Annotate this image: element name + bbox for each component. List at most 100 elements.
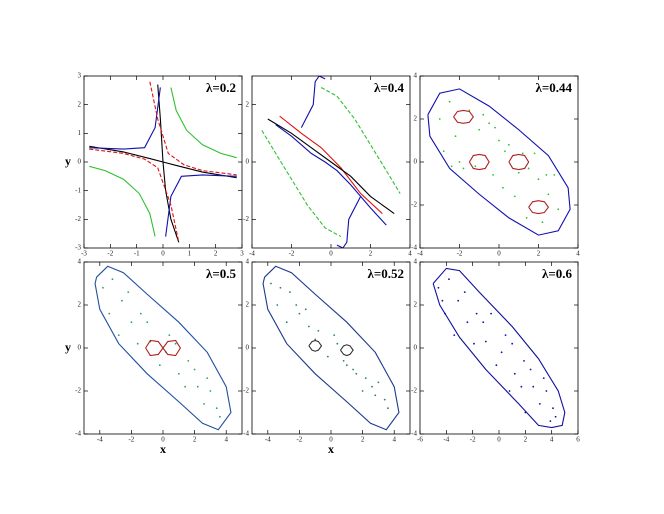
y-tick-label: 0 (78, 344, 82, 352)
point (475, 312, 478, 315)
point (517, 171, 520, 174)
y-tick-label: -4 (243, 430, 249, 438)
x-tick-label: -2 (128, 436, 134, 444)
x-tick-label: -2 (470, 436, 476, 444)
y-tick-label: 4 (246, 258, 250, 266)
curve (453, 109, 475, 124)
y-tick-label: -3 (75, 244, 81, 252)
point (383, 398, 386, 401)
point (304, 308, 307, 311)
x-tick-label: -6 (417, 436, 423, 444)
curve (432, 267, 566, 429)
curve (275, 124, 387, 226)
y-tick-label: 2 (246, 100, 250, 108)
y-tick-label: 4 (78, 258, 82, 266)
point (492, 174, 494, 176)
point (462, 167, 465, 170)
curve (427, 88, 571, 236)
curve (145, 339, 182, 357)
curve (528, 200, 550, 215)
panel: -3 -2 -1 0 1 2 3 -3 -2 -1 0 1 2 3 λ=0.2 y (65, 72, 244, 258)
point (554, 415, 557, 418)
plot-area (432, 267, 566, 429)
point (458, 161, 461, 163)
point (454, 135, 457, 138)
point (448, 278, 450, 281)
curve (279, 115, 383, 215)
point (549, 420, 552, 422)
x-tick-label: 2 (214, 250, 218, 258)
point (494, 126, 496, 129)
point (342, 360, 345, 362)
point (453, 334, 456, 336)
y-tick-label: 0 (414, 344, 418, 352)
point (355, 372, 358, 375)
point (196, 385, 199, 388)
point (136, 342, 139, 345)
x-tick-label: 0 (329, 250, 333, 258)
point (508, 390, 511, 392)
x-tick-label: 4 (392, 436, 396, 444)
x-tick-label: -3 (81, 250, 87, 258)
y-tick-label: 2 (78, 100, 82, 108)
panel: -4 -2 0 2 4 -4 -2 0 2 4 λ=0.52 x (243, 258, 411, 456)
y-tick-label: -2 (75, 215, 81, 223)
y-axis-label: y (65, 154, 71, 168)
point (146, 321, 149, 324)
point (374, 394, 377, 397)
curve (170, 87, 237, 159)
point (545, 390, 548, 392)
x-axis-label: x (160, 442, 166, 456)
panel-title: λ=0.52 (367, 266, 404, 281)
curve (157, 84, 180, 243)
x-tick-label: 2 (369, 250, 373, 258)
curve (89, 148, 180, 243)
panel-title: λ=0.4 (374, 80, 405, 95)
point (177, 372, 180, 375)
point (482, 321, 485, 324)
point (130, 321, 133, 324)
point (463, 291, 466, 293)
point (474, 165, 477, 168)
x-tick-label: -2 (457, 250, 463, 258)
y-tick-label: 0 (246, 158, 250, 166)
x-tick-label: -2 (107, 250, 113, 258)
point (448, 100, 451, 103)
curve (308, 339, 323, 352)
point (206, 377, 209, 379)
point (507, 143, 510, 146)
y-tick-label: 4 (414, 258, 418, 266)
y-tick-label: 0 (414, 158, 418, 166)
point (218, 415, 221, 418)
point (361, 390, 364, 392)
y-axis-label: y (65, 340, 71, 354)
point (102, 286, 104, 289)
x-tick-label: -4 (97, 436, 103, 444)
point (437, 286, 440, 289)
y-tick-label: -2 (243, 387, 249, 395)
point (345, 364, 348, 367)
plot-area (89, 81, 237, 243)
x-tick-label: 2 (524, 436, 528, 444)
point (441, 299, 444, 302)
point (484, 340, 487, 343)
panel-title: λ=0.5 (206, 266, 237, 281)
plot-area (427, 88, 571, 236)
y-tick-label: 0 (246, 344, 250, 352)
point (513, 372, 516, 375)
x-tick-label: 4 (224, 436, 228, 444)
point (538, 403, 541, 405)
x-tick-label: 2 (361, 436, 365, 444)
point (482, 113, 485, 116)
point (314, 338, 317, 341)
point (139, 312, 142, 315)
curve (300, 76, 326, 128)
point (442, 150, 445, 153)
point (444, 312, 446, 315)
point (184, 385, 187, 388)
point (127, 291, 130, 293)
point (545, 174, 548, 176)
point (521, 152, 524, 155)
